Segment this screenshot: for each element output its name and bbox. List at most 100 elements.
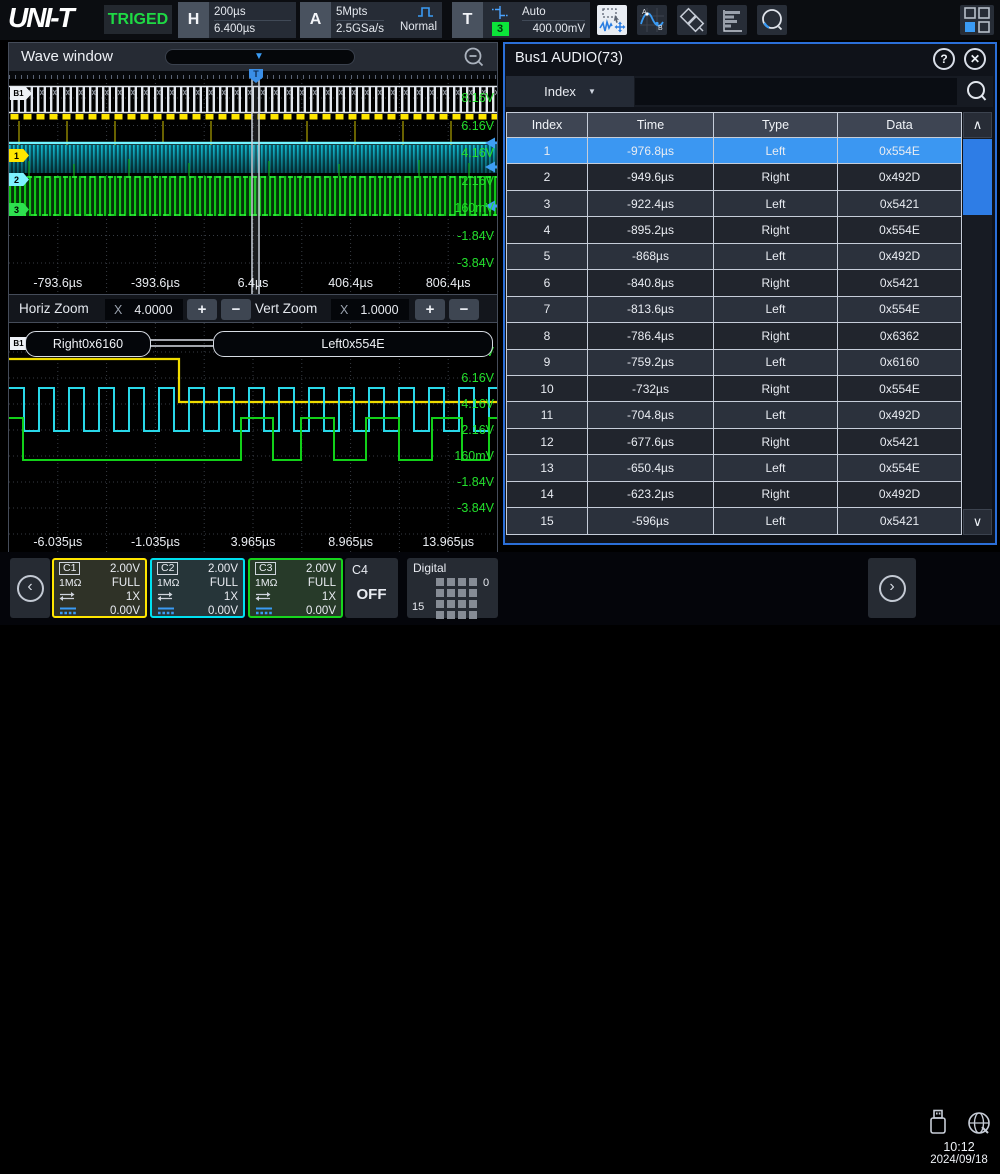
main-waveform-canvas[interactable] bbox=[9, 79, 497, 294]
scrollbar-thumb[interactable] bbox=[963, 139, 992, 215]
position-caret-icon[interactable]: ▼ bbox=[254, 50, 264, 64]
memory-depth: 5Mpts bbox=[336, 4, 384, 21]
cell-index: 9 bbox=[506, 350, 587, 376]
vert-zoom-in-button[interactable]: + bbox=[415, 299, 445, 320]
channel-impedance: 1MΩ bbox=[59, 577, 81, 589]
help-icon[interactable]: ? bbox=[933, 48, 955, 70]
horizontal-position-bar[interactable]: ▼ bbox=[165, 49, 355, 65]
horiz-zoom-in-button[interactable]: + bbox=[187, 299, 217, 320]
cell-data: 0x6160 bbox=[837, 350, 962, 376]
table-row[interactable]: 7-813.6µsLeft0x554E bbox=[506, 297, 962, 323]
search-icon[interactable] bbox=[757, 5, 787, 35]
horizontal-scale: 200µs bbox=[214, 4, 291, 21]
cell-data: 0x554E bbox=[837, 138, 962, 164]
cell-time: -840.8µs bbox=[587, 270, 713, 296]
table-row[interactable]: 5-868µsLeft0x492D bbox=[506, 244, 962, 270]
scroll-channels-right-button[interactable]: › bbox=[868, 558, 916, 618]
search-input[interactable] bbox=[635, 78, 957, 105]
acquire-key-label: A bbox=[300, 2, 331, 38]
digital-first-index: 0 bbox=[483, 577, 489, 589]
acquire-settings-button[interactable]: A 5Mpts 2.5GSa/s Normal bbox=[300, 2, 442, 38]
trigger-settings-button[interactable]: T 3 Auto 400.00mV bbox=[452, 2, 590, 38]
cell-time: -976.8µs bbox=[587, 138, 713, 164]
search-field-dropdown[interactable]: Index ▼ bbox=[506, 76, 634, 107]
digital-last-index: 15 bbox=[412, 601, 424, 613]
display-layout-icon[interactable] bbox=[960, 5, 994, 35]
digital-channels-box[interactable]: Digital 0 15 bbox=[407, 558, 498, 618]
column-header: Type bbox=[713, 112, 837, 138]
table-row[interactable]: 12-677.6µsRight0x5421 bbox=[506, 429, 962, 455]
cell-type: Right bbox=[713, 429, 837, 455]
cell-time: -922.4µs bbox=[587, 191, 713, 217]
table-row[interactable]: 4-895.2µsRight0x554E bbox=[506, 217, 962, 243]
decode-panel-title: Bus1 AUDIO(73) bbox=[515, 50, 623, 66]
table-row[interactable]: 14-623.2µsRight0x492D bbox=[506, 482, 962, 508]
table-row[interactable]: 1-976.8µsLeft0x554E bbox=[506, 138, 962, 164]
cursor-measure-icon[interactable]: AB bbox=[637, 5, 667, 35]
coupling-icon bbox=[59, 592, 75, 601]
channel-2-status-box[interactable]: C22.00V 1MΩFULL 1X 0.00V bbox=[150, 558, 245, 618]
table-row[interactable]: 8-786.4µsRight0x6362 bbox=[506, 323, 962, 349]
digital-channel-grid-icon bbox=[436, 578, 477, 619]
xy-draw-icon[interactable] bbox=[677, 5, 707, 35]
close-icon[interactable]: ✕ bbox=[964, 48, 986, 70]
brand-logo: UNI-T bbox=[8, 2, 73, 34]
table-search-icon[interactable] bbox=[964, 79, 990, 105]
vert-zoom-mult: X bbox=[340, 303, 348, 317]
vert-zoom-value[interactable]: X 1.0000 bbox=[331, 299, 409, 320]
result-list-icon[interactable] bbox=[717, 5, 747, 35]
table-row[interactable]: 15-596µsLeft0x5421 bbox=[506, 508, 962, 534]
trigger-type-icon bbox=[491, 5, 509, 20]
network-globe-icon bbox=[966, 1110, 992, 1136]
cell-index: 10 bbox=[506, 376, 587, 402]
table-row[interactable]: 13-650.4µsLeft0x554E bbox=[506, 455, 962, 481]
channel-name: C1 bbox=[59, 562, 80, 575]
scroll-channels-left-button[interactable]: ‹ bbox=[10, 558, 50, 618]
channel-offset: 0.00V bbox=[110, 605, 140, 617]
table-row[interactable]: 10-732µsRight0x554E bbox=[506, 376, 962, 402]
wave-window-title: Wave window bbox=[21, 48, 113, 65]
cell-data: 0x554E bbox=[837, 376, 962, 402]
channel-4-status-box[interactable]: C4 OFF bbox=[345, 558, 398, 618]
channel-offset: 0.00V bbox=[208, 605, 238, 617]
vert-zoom-number: 1.0000 bbox=[360, 303, 398, 317]
chevron-right-icon: › bbox=[879, 575, 906, 602]
cell-index: 14 bbox=[506, 482, 587, 508]
cell-type: Left bbox=[713, 138, 837, 164]
zoom-out-icon[interactable] bbox=[463, 46, 485, 68]
channel-impedance: 1MΩ bbox=[157, 577, 179, 589]
horiz-zoom-out-button[interactable]: − bbox=[221, 299, 251, 320]
table-row[interactable]: 2-949.6µsRight0x492D bbox=[506, 164, 962, 190]
cell-data: 0x554E bbox=[837, 297, 962, 323]
cell-type: Left bbox=[713, 297, 837, 323]
table-row[interactable]: 3-922.4µsLeft0x5421 bbox=[506, 191, 962, 217]
wave-window-panel: Wave window ▼ T bbox=[8, 42, 498, 555]
table-row[interactable]: 11-704.8µsLeft0x492D bbox=[506, 402, 962, 428]
horizontal-settings-button[interactable]: H 200µs 6.400µs bbox=[178, 2, 296, 38]
clock-time: 10:12 bbox=[920, 1140, 998, 1154]
channel-1-status-box[interactable]: C12.00V 1MΩFULL 1X 0.00V bbox=[52, 558, 147, 618]
scroll-up-icon[interactable]: ∧ bbox=[963, 112, 992, 138]
digital-label: Digital bbox=[413, 561, 446, 575]
cell-data: 0x6362 bbox=[837, 323, 962, 349]
cell-index: 15 bbox=[506, 508, 587, 534]
cell-time: -623.2µs bbox=[587, 482, 713, 508]
system-clock[interactable]: 10:12 2024/09/18 bbox=[920, 1108, 998, 1174]
scroll-down-icon[interactable]: ∨ bbox=[963, 509, 992, 535]
table-row[interactable]: 6-840.8µsRight0x5421 bbox=[506, 270, 962, 296]
chevron-down-icon: ▼ bbox=[588, 87, 596, 96]
cell-index: 5 bbox=[506, 244, 587, 270]
cell-time: -949.6µs bbox=[587, 164, 713, 190]
cell-data: 0x5421 bbox=[837, 191, 962, 217]
horiz-zoom-value[interactable]: X 4.0000 bbox=[105, 299, 183, 320]
channel-3-status-box[interactable]: C32.00V 1MΩFULL 1X 0.00V bbox=[248, 558, 343, 618]
vert-zoom-out-button[interactable]: − bbox=[449, 299, 479, 320]
probe-ratio: 1X bbox=[224, 591, 238, 603]
table-row[interactable]: 9-759.2µsLeft0x6160 bbox=[506, 350, 962, 376]
channel-name: C4 bbox=[352, 563, 368, 577]
zoom-waveform-canvas[interactable] bbox=[9, 323, 497, 554]
cell-type: Left bbox=[713, 508, 837, 534]
wave-select-icon[interactable] bbox=[597, 5, 627, 35]
cell-data: 0x492D bbox=[837, 402, 962, 428]
cell-index: 12 bbox=[506, 429, 587, 455]
